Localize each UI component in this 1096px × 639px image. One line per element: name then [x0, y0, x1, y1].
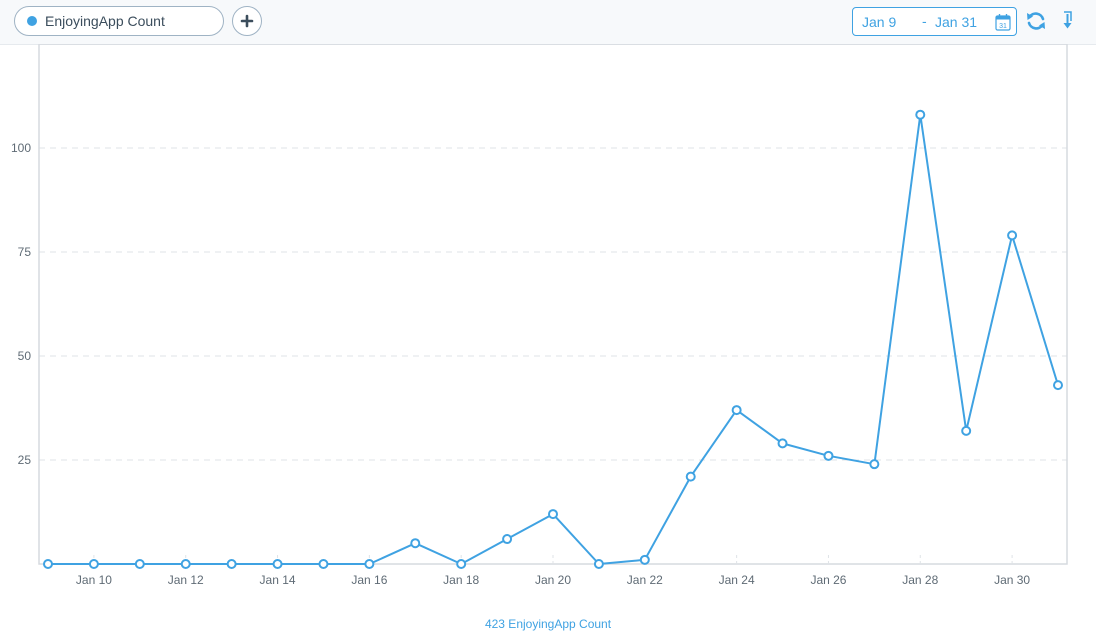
x-tick-label: Jan 30	[994, 573, 1030, 587]
x-tick-label: Jan 22	[627, 573, 663, 587]
line-chart: 25 50 75 100 Jan 10 Jan 12 Jan 14 Jan 16 Jan 18 J…	[11, 44, 1068, 587]
data-point	[731, 405, 742, 416]
x-tick-label: Jan 14	[260, 573, 296, 587]
series-color-dot	[27, 16, 37, 26]
toolbar: EnjoyingApp Count Jan 9 - Jan 31 31	[0, 0, 1096, 45]
x-tick-label: Jan 16	[351, 573, 387, 587]
data-point	[180, 559, 191, 569]
x-tick-label: Jan 18	[443, 573, 479, 587]
plus-icon	[240, 14, 254, 28]
data-point	[961, 425, 972, 436]
x-tick-label: Jan 10	[76, 573, 112, 587]
x-tick-label: Jan 26	[810, 573, 846, 587]
metric-selector[interactable]: EnjoyingApp Count	[14, 6, 224, 36]
data-point	[502, 534, 513, 545]
data-point	[548, 509, 558, 520]
data-point	[318, 559, 329, 569]
data-point	[272, 559, 283, 569]
data-point	[1007, 230, 1018, 241]
date-end[interactable]: Jan 31	[935, 14, 978, 30]
data-point	[593, 559, 604, 569]
data-point	[456, 559, 467, 569]
data-point	[410, 538, 421, 549]
x-tick-label: Jan 20	[535, 573, 571, 587]
y-tick-label: 25	[18, 453, 32, 467]
x-tick-label: Jan 12	[168, 573, 204, 587]
date-start[interactable]: Jan 9	[862, 14, 897, 30]
plot-frame	[38, 44, 1068, 565]
series-line	[48, 113, 1059, 565]
refresh-icon[interactable]	[1024, 9, 1048, 33]
y-tick-label: 75	[18, 245, 32, 259]
svg-text:31: 31	[999, 23, 1007, 30]
x-tick-label: Jan 24	[719, 573, 755, 587]
calendar-icon[interactable]: 31	[995, 13, 1011, 31]
x-tick-label: Jan 28	[902, 573, 938, 587]
date-range-picker[interactable]: Jan 9 - Jan 31 31	[852, 7, 1017, 36]
data-point	[88, 559, 99, 569]
export-icon[interactable]	[1058, 9, 1078, 33]
data-point	[777, 438, 788, 449]
total-count-label: 423 EnjoyingApp Count	[484, 617, 612, 631]
data-point	[364, 559, 375, 569]
data-point	[1053, 380, 1063, 391]
metric-label: EnjoyingApp Count	[45, 13, 165, 29]
data-point	[685, 471, 696, 482]
add-metric-button[interactable]	[232, 6, 262, 36]
data-point	[134, 559, 145, 569]
y-tick-label: 100	[11, 141, 31, 155]
date-separator: -	[922, 13, 927, 29]
data-point	[43, 559, 53, 569]
data-point	[639, 554, 650, 565]
y-tick-label: 50	[18, 349, 32, 363]
data-point	[226, 559, 237, 569]
data-point	[915, 109, 926, 120]
data-point	[823, 450, 834, 461]
data-point	[869, 459, 880, 470]
